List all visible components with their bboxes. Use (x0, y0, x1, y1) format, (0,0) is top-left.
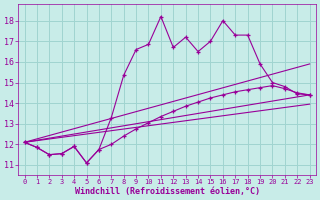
X-axis label: Windchill (Refroidissement éolien,°C): Windchill (Refroidissement éolien,°C) (75, 187, 260, 196)
